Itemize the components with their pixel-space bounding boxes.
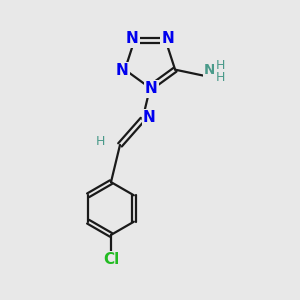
Text: N: N	[161, 32, 174, 46]
Text: H: H	[215, 59, 225, 72]
Text: N: N	[143, 110, 155, 125]
Text: N: N	[116, 63, 129, 78]
Text: H: H	[215, 71, 225, 84]
Text: N: N	[204, 63, 215, 77]
Text: H: H	[96, 135, 105, 148]
Text: N: N	[145, 81, 158, 96]
Text: Cl: Cl	[103, 252, 119, 267]
Text: N: N	[126, 32, 139, 46]
